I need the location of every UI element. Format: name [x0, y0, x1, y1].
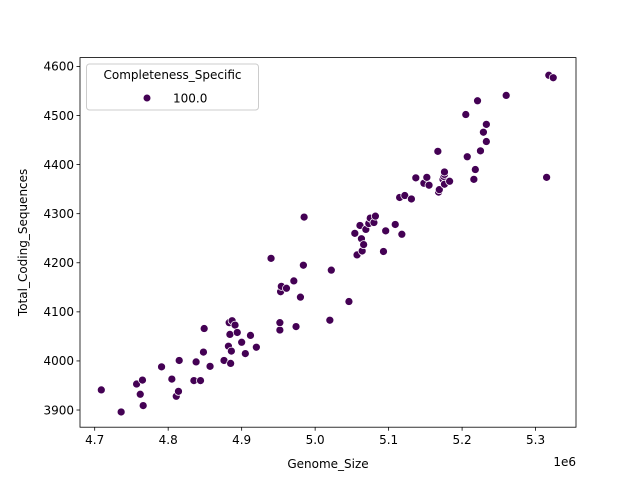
data-point	[390, 220, 400, 229]
data-point	[422, 172, 432, 182]
data-point	[481, 119, 491, 129]
data-point	[226, 359, 236, 368]
x-axis-label: Genome_Size	[287, 457, 368, 471]
data-point	[275, 318, 285, 328]
data-point	[251, 342, 261, 352]
data-point	[275, 325, 285, 335]
data-point	[445, 176, 454, 186]
data-point	[157, 362, 166, 372]
data-point	[325, 315, 335, 325]
x-axis: 4.7 4.8 4.9 5.0 5.1 5.2 5.3	[85, 427, 545, 447]
data-point	[542, 172, 551, 182]
x-tick-label: 5.1	[379, 433, 398, 447]
data-point	[167, 374, 177, 384]
data-point	[230, 320, 240, 330]
x-tick-label: 5.2	[453, 433, 472, 447]
data-point	[371, 211, 380, 221]
y-tick-label: 4300	[43, 207, 74, 221]
data-point	[479, 127, 488, 137]
legend-marker	[143, 94, 151, 102]
data-point	[266, 253, 276, 263]
data-point	[96, 385, 106, 395]
data-point	[299, 212, 309, 222]
data-point	[225, 330, 235, 339]
data-point	[138, 375, 147, 385]
data-point	[237, 337, 247, 347]
data-point	[461, 110, 471, 119]
data-point	[434, 185, 444, 195]
data-point	[359, 240, 369, 249]
data-point	[240, 349, 250, 358]
data-point	[469, 174, 479, 184]
y-tick-label: 4400	[43, 158, 74, 172]
y-tick-label: 4500	[43, 109, 74, 123]
data-point	[481, 137, 491, 146]
x-tick-label: 4.7	[85, 433, 104, 447]
data-point	[344, 297, 354, 306]
x-tick-label: 5.0	[306, 433, 325, 447]
legend-title: Completeness_Specific	[103, 68, 241, 82]
data-point	[379, 247, 388, 256]
data-point	[196, 376, 205, 385]
x-tick-label: 4.8	[159, 433, 178, 447]
data-point	[411, 173, 421, 183]
data-point	[350, 228, 360, 238]
data-point	[470, 165, 480, 174]
data-point	[282, 283, 291, 293]
data-point	[199, 324, 209, 333]
data-point	[299, 260, 308, 270]
x-tick-label: 5.3	[526, 433, 545, 447]
y-axis: 3900 4000 4100 4200 4300 4400 4500 4600	[43, 60, 80, 417]
data-point	[397, 229, 407, 239]
legend: Completeness_Specific 100.0	[86, 63, 259, 111]
plot-area-frame	[79, 57, 577, 428]
y-tick-label: 4100	[43, 305, 74, 319]
x-axis-offset-label: 1e6	[553, 455, 576, 469]
data-point	[548, 73, 558, 83]
data-point	[191, 357, 201, 367]
points-layer	[96, 70, 558, 417]
data-point	[226, 346, 236, 356]
data-point	[116, 407, 126, 417]
legend-label: 100.0	[173, 92, 207, 106]
data-point	[424, 180, 434, 190]
data-point	[476, 146, 485, 156]
data-point	[326, 265, 336, 275]
data-point	[135, 389, 145, 399]
data-point	[289, 276, 299, 286]
y-tick-label: 3900	[43, 403, 74, 417]
y-tick-label: 4000	[43, 354, 74, 368]
data-point	[296, 292, 305, 302]
data-point	[433, 146, 443, 156]
data-point	[174, 386, 183, 396]
data-point	[138, 401, 148, 410]
data-point	[291, 322, 301, 331]
data-point	[381, 226, 391, 236]
data-point	[501, 91, 511, 100]
y-tick-label: 4200	[43, 256, 74, 270]
y-axis-label: Total_Coding_Sequences	[16, 169, 30, 317]
data-point	[199, 347, 208, 357]
data-point	[174, 356, 184, 365]
data-point	[246, 331, 255, 340]
data-point	[232, 328, 242, 337]
legend-box	[86, 63, 259, 111]
y-tick-label: 4600	[43, 60, 74, 74]
data-point	[473, 96, 482, 106]
data-point	[407, 194, 416, 204]
data-point	[462, 152, 472, 162]
data-point	[205, 361, 215, 371]
x-tick-label: 4.9	[232, 433, 251, 447]
data-point	[440, 167, 449, 177]
